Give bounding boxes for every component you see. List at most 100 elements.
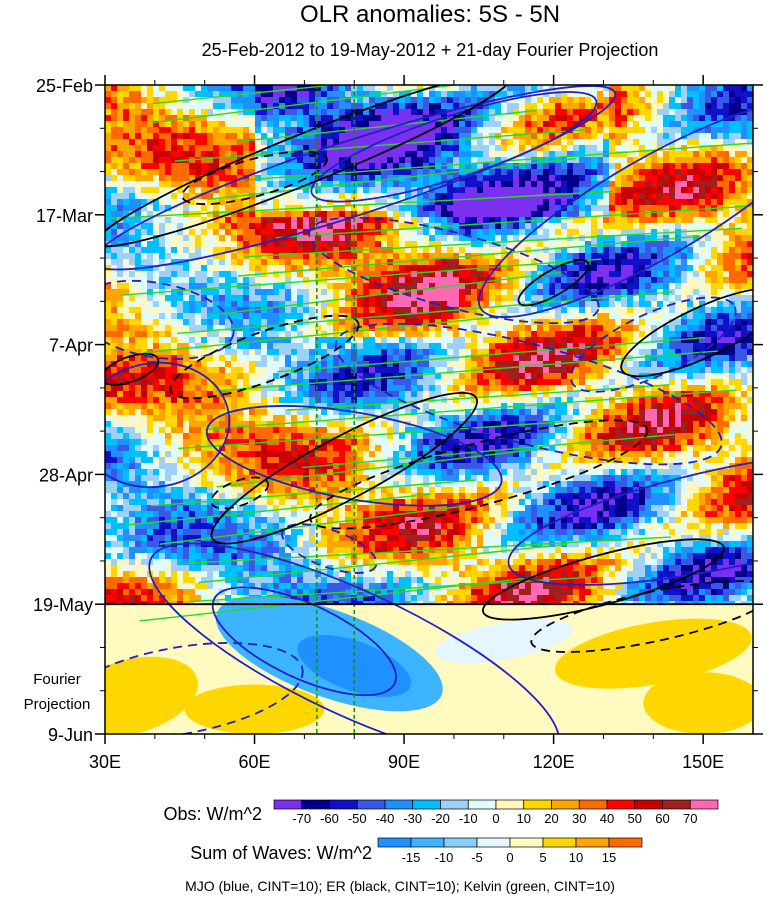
obs-cell xyxy=(105,217,112,224)
obs-cell xyxy=(507,151,514,158)
obs-cell xyxy=(459,181,466,188)
obs-cell xyxy=(621,319,628,326)
obs-cell xyxy=(183,283,190,290)
obs-cell xyxy=(219,331,226,338)
obs-cell xyxy=(489,349,496,356)
obs-cell xyxy=(129,307,136,314)
obs-cell xyxy=(363,301,370,308)
obs-cell xyxy=(411,265,418,272)
obs-cell xyxy=(135,121,142,128)
obs-cell xyxy=(645,193,652,200)
obs-cell xyxy=(297,151,304,158)
obs-cell xyxy=(195,127,202,134)
obs-cell xyxy=(531,235,538,242)
obs-cell xyxy=(627,205,634,212)
obs-cell xyxy=(399,169,406,176)
obs-cell xyxy=(531,163,538,170)
obs-cell xyxy=(327,163,334,170)
obs-cell xyxy=(507,181,514,188)
obs-cell xyxy=(237,343,244,350)
obs-cell xyxy=(633,163,640,170)
obs-cell xyxy=(555,169,562,176)
obs-cell xyxy=(543,265,550,272)
obs-cell xyxy=(195,331,202,338)
obs-cell xyxy=(147,121,154,128)
obs-cell xyxy=(555,319,562,326)
obs-cell xyxy=(447,253,454,260)
obs-cell xyxy=(111,199,118,206)
obs-cell xyxy=(507,289,514,296)
obs-cell xyxy=(399,115,406,122)
obs-cell xyxy=(105,223,112,230)
obs-cell xyxy=(645,145,652,152)
obs-cell xyxy=(489,109,496,116)
obs-cell xyxy=(357,331,364,338)
obs-cell xyxy=(225,109,232,116)
obs-cell xyxy=(111,193,118,200)
obs-cell xyxy=(153,157,160,164)
obs-cell xyxy=(417,223,424,230)
obs-cell xyxy=(417,145,424,152)
obs-cell xyxy=(333,163,340,170)
obs-cell xyxy=(207,157,214,164)
chart-subtitle: 25-Feb-2012 to 19-May-2012 + 21-day Four… xyxy=(202,40,659,60)
obs-cell xyxy=(429,337,436,344)
obs-cell xyxy=(477,193,484,200)
obs-cell xyxy=(339,223,346,230)
obs-cell xyxy=(735,283,742,290)
obs-cell xyxy=(387,115,394,122)
obs-cell xyxy=(735,205,742,212)
obs-cell xyxy=(705,277,712,284)
obs-cell xyxy=(141,193,148,200)
obs-cell xyxy=(585,199,592,206)
obs-cell xyxy=(429,217,436,224)
obs-cell xyxy=(645,163,652,170)
obs-cell xyxy=(399,205,406,212)
obs-cell xyxy=(501,127,508,134)
obs-cell xyxy=(123,193,130,200)
obs-cell xyxy=(339,133,346,140)
obs-cell xyxy=(537,175,544,182)
obs-cell xyxy=(195,313,202,320)
obs-cell xyxy=(261,157,268,164)
obs-cell xyxy=(651,289,658,296)
obs-cell xyxy=(165,121,172,128)
obs-cell xyxy=(531,325,538,332)
obs-cell xyxy=(189,247,196,254)
obs-cell xyxy=(633,343,640,350)
obs-cell xyxy=(717,199,724,206)
obs-cell xyxy=(687,283,694,290)
obs-cell xyxy=(699,313,706,320)
obs-cell xyxy=(549,253,556,260)
obs-cell xyxy=(729,199,736,206)
obs-cell xyxy=(105,199,112,206)
obs-cell xyxy=(333,313,340,320)
obs-cell xyxy=(267,121,274,128)
obs-cell xyxy=(129,145,136,152)
obs-cell xyxy=(609,217,616,224)
obs-cell xyxy=(543,235,550,242)
obs-cell xyxy=(171,259,178,266)
obs-cell xyxy=(261,235,268,242)
obs-cell xyxy=(489,307,496,314)
obs-cell xyxy=(675,205,682,212)
obs-cell xyxy=(105,349,112,356)
obs-cell xyxy=(327,289,334,296)
obs-cell xyxy=(279,289,286,296)
obs-cell xyxy=(537,133,544,140)
obs-cell xyxy=(687,115,694,122)
obs-cell xyxy=(117,139,124,146)
obs-cell xyxy=(273,199,280,206)
obs-cell xyxy=(741,295,748,302)
obs-cell xyxy=(489,121,496,128)
obs-cell xyxy=(657,313,664,320)
obs-cell xyxy=(393,133,400,140)
obs-cell xyxy=(537,145,544,152)
obs-cell xyxy=(405,187,412,194)
obs-cell xyxy=(669,91,676,98)
obs-cell xyxy=(387,157,394,164)
obs-cell xyxy=(549,211,556,218)
obs-cell xyxy=(585,145,592,152)
obs-cell xyxy=(627,115,634,122)
obs-cell xyxy=(195,199,202,206)
